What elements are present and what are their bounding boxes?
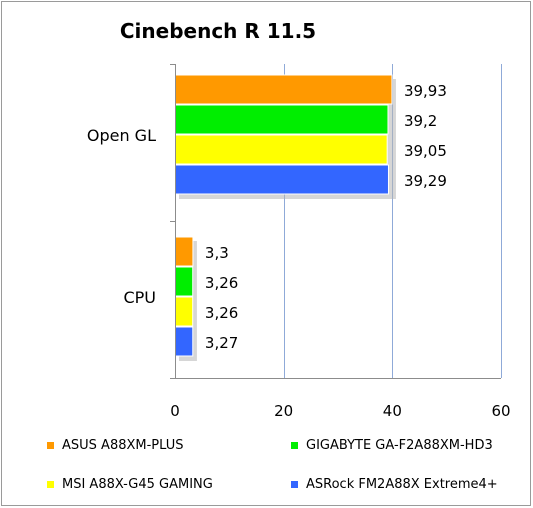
bar (174, 236, 194, 267)
value-label: 3,3 (205, 244, 229, 262)
value-label: 39,05 (404, 142, 447, 160)
bar (174, 164, 389, 195)
bar (174, 104, 389, 135)
value-label-bg (400, 140, 455, 160)
legend-label: MSI A88X-G45 GAMING (62, 477, 213, 492)
category-label: Open GL (87, 126, 156, 145)
bar (174, 296, 194, 327)
value-label: 3,27 (205, 334, 238, 352)
bar (174, 326, 194, 357)
value-label-bg (201, 332, 256, 352)
category-label: CPU (123, 288, 156, 307)
x-tick-label: 40 (383, 402, 402, 420)
x-tick-label: 0 (170, 402, 180, 420)
axes: Open GL CPU 0 20 40 60 (87, 64, 511, 420)
value-label: 3,26 (205, 274, 238, 292)
bar (174, 134, 388, 165)
legend-label: GIGABYTE GA-F2A88XM-HD3 (306, 438, 493, 453)
legend-swatch (291, 481, 298, 488)
bar (174, 74, 393, 105)
value-label-bg (400, 170, 455, 190)
legend-swatch (47, 442, 54, 449)
legend: ASUS A88XM-PLUS GIGABYTE GA-F2A88XM-HD3 MS… (47, 438, 498, 492)
x-tick-label: 60 (491, 402, 510, 420)
value-label-bg (201, 242, 256, 262)
legend-label: ASUS A88XM-PLUS (62, 438, 184, 453)
value-label-bg (201, 272, 256, 292)
legend-swatch (47, 481, 54, 488)
value-label: 39,29 (404, 172, 447, 190)
bar (174, 266, 194, 297)
value-label: 3,26 (205, 304, 238, 322)
legend-label: ASRock FM2A88X Extreme4+ (306, 477, 498, 492)
value-label: 39,93 (404, 82, 447, 100)
value-label-bg (400, 80, 455, 100)
legend-swatch (291, 442, 298, 449)
value-label: 39,2 (404, 112, 437, 130)
bars: 39,93 39,2 39,05 39,29 3,3 3,26 3,26 3,27 (174, 74, 455, 361)
value-label-bg (400, 110, 455, 130)
x-tick-label: 20 (274, 402, 293, 420)
chart-title: Cinebench R 11.5 (120, 19, 316, 43)
value-label-bg (201, 302, 256, 322)
